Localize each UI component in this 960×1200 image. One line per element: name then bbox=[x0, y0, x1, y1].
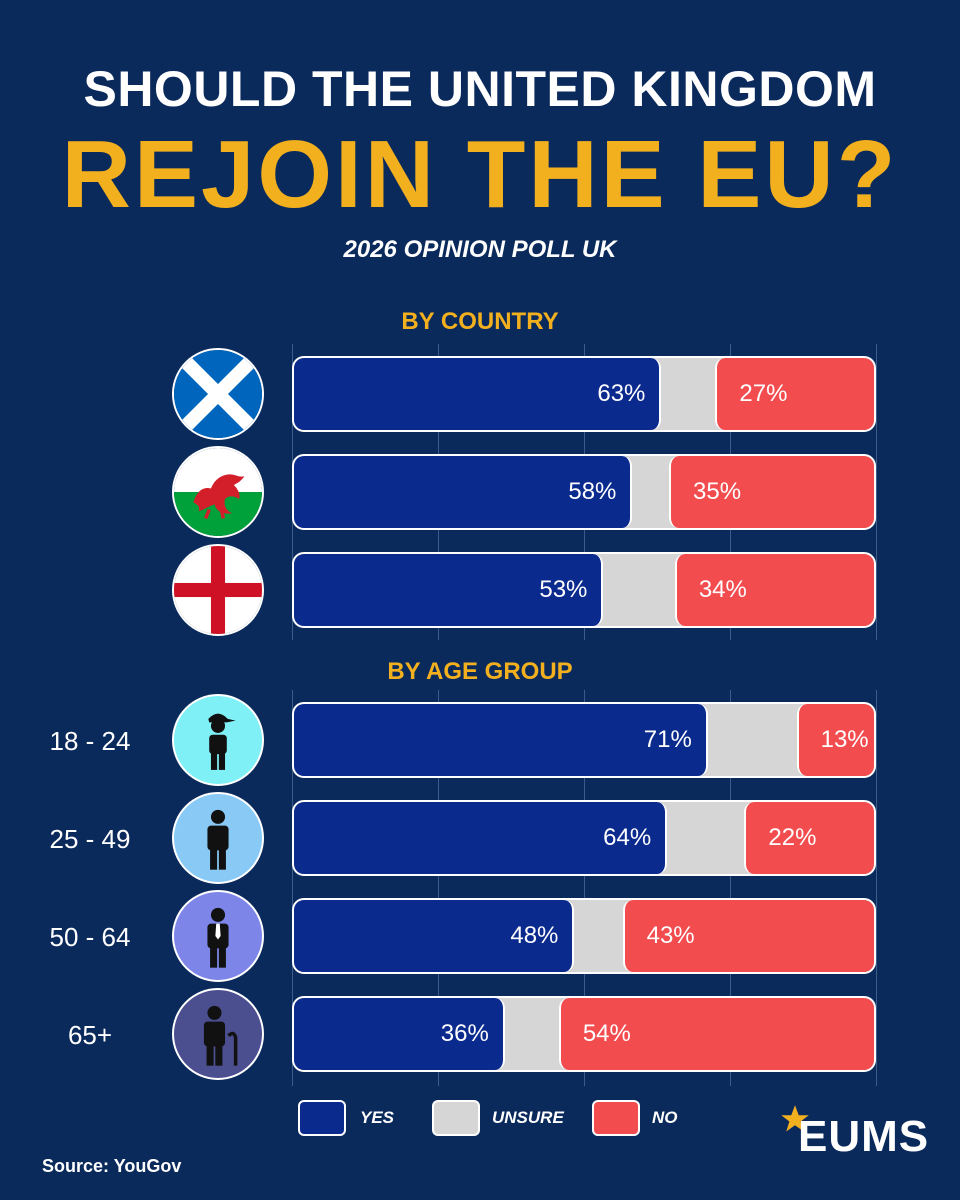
bar-segment-unsure bbox=[572, 900, 625, 972]
data-label-no: 54% bbox=[582, 1020, 631, 1047]
gridline bbox=[584, 690, 585, 1086]
gridline bbox=[730, 690, 731, 1086]
legend-swatch-no bbox=[592, 1100, 640, 1136]
data-label-no: 43% bbox=[646, 922, 695, 949]
stacked-bar: 36% 54% bbox=[292, 996, 876, 1072]
age-label-18-24: 18 - 24 bbox=[49, 726, 131, 756]
gridline bbox=[438, 690, 439, 1086]
bar-segment-no: 34% bbox=[674, 554, 874, 626]
data-label-no: 22% bbox=[768, 824, 817, 851]
bar-segment-unsure bbox=[601, 554, 677, 626]
legend-swatch-unsure bbox=[432, 1100, 480, 1136]
scotland-flag-icon bbox=[172, 348, 264, 440]
data-label-yes: 71% bbox=[643, 726, 692, 753]
bar-segment-unsure bbox=[630, 456, 671, 528]
bar-segment-yes: 48% bbox=[294, 900, 575, 972]
adult-person-icon bbox=[172, 792, 264, 884]
bar-segment-no: 35% bbox=[669, 456, 874, 528]
bar-segment-yes: 53% bbox=[294, 554, 604, 626]
legend-swatch-yes bbox=[298, 1100, 346, 1136]
stacked-bar: 48% 43% bbox=[292, 898, 876, 974]
data-label-no: 13% bbox=[820, 726, 869, 753]
page-title-line1: SHOULD THE UNITED KINGDOM bbox=[83, 61, 877, 117]
page-subtitle: 2026 OPINION POLL UK bbox=[343, 236, 617, 263]
data-label-yes: 48% bbox=[510, 922, 559, 949]
age-label-50-64: 50 - 64 bbox=[49, 922, 131, 952]
middle-aged-person-icon bbox=[172, 890, 264, 982]
bar-segment-unsure bbox=[502, 998, 561, 1070]
legend-label-yes: YES bbox=[360, 1108, 395, 1127]
age-label-65plus: 65+ bbox=[67, 1020, 113, 1050]
eums-logo: EUMS bbox=[780, 1104, 928, 1164]
bar-segment-no: 13% bbox=[796, 704, 874, 776]
stacked-bar: 63% 27% bbox=[292, 356, 876, 432]
data-label-no: 34% bbox=[698, 576, 747, 603]
stacked-bar: 53% 34% bbox=[292, 552, 876, 628]
bar-segment-yes: 63% bbox=[294, 358, 662, 430]
gridline bbox=[876, 690, 877, 1086]
bar-segment-yes: 71% bbox=[294, 704, 708, 776]
legend-label-no: NO bbox=[652, 1108, 678, 1127]
data-label-yes: 63% bbox=[597, 380, 646, 407]
section-label-age: BY AGE GROUP bbox=[387, 658, 573, 685]
data-label-yes: 58% bbox=[568, 478, 617, 505]
logo-text: EUMS bbox=[798, 1112, 930, 1161]
bar-segment-no: 27% bbox=[715, 358, 874, 430]
bar-segment-unsure bbox=[705, 704, 799, 776]
england-flag-icon bbox=[172, 544, 264, 636]
stacked-bar: 58% 35% bbox=[292, 454, 876, 530]
bar-segment-yes: 64% bbox=[294, 802, 668, 874]
data-label-no: 27% bbox=[739, 380, 788, 407]
star-icon bbox=[781, 1105, 809, 1132]
bar-segment-no: 54% bbox=[558, 998, 874, 1070]
elderly-person-icon bbox=[172, 988, 264, 1080]
young-person-icon bbox=[172, 694, 264, 786]
legend-label-unsure: UNSURE bbox=[492, 1108, 564, 1127]
bar-segment-yes: 36% bbox=[294, 998, 505, 1070]
data-label-yes: 64% bbox=[603, 824, 652, 851]
page-title-line2: REJOIN THE EU? bbox=[61, 121, 899, 228]
data-label-yes: 36% bbox=[440, 1020, 489, 1047]
wales-flag-icon bbox=[172, 446, 264, 538]
bar-segment-yes: 58% bbox=[294, 456, 633, 528]
bar-segment-no: 43% bbox=[622, 900, 874, 972]
stacked-bar: 71% 13% bbox=[292, 702, 876, 778]
bar-segment-unsure bbox=[665, 802, 747, 874]
gridline bbox=[292, 690, 293, 1086]
bar-segment-no: 22% bbox=[744, 802, 874, 874]
data-label-yes: 53% bbox=[539, 576, 588, 603]
source-note: Source: YouGov bbox=[42, 1156, 182, 1176]
bar-segment-unsure bbox=[659, 358, 718, 430]
section-label-country: BY COUNTRY bbox=[401, 308, 559, 335]
stacked-bar: 64% 22% bbox=[292, 800, 876, 876]
age-label-25-49: 25 - 49 bbox=[49, 824, 131, 854]
data-label-no: 35% bbox=[693, 478, 742, 505]
gridline bbox=[876, 344, 877, 640]
